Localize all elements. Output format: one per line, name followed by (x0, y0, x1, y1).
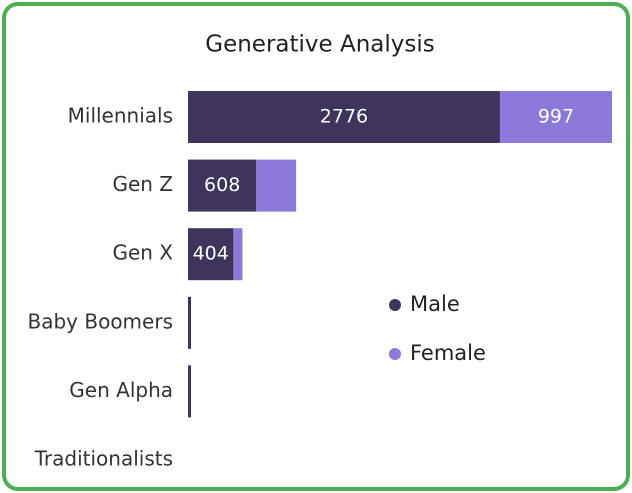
category-label: Gen Z (112, 172, 173, 196)
bar-segment (256, 159, 297, 212)
legend-label: Male (410, 292, 460, 316)
category-label: Baby Boomers (28, 309, 174, 333)
bar-segment (188, 159, 257, 212)
bar-segment (499, 91, 612, 143)
category-label: Gen X (112, 241, 173, 265)
bar-segment (233, 228, 243, 281)
bar-segment (188, 91, 500, 143)
data-label: 404 (193, 243, 229, 265)
legend-label: Female (410, 341, 486, 365)
bar-segment (188, 296, 191, 349)
legend-marker (389, 299, 401, 311)
legend-marker (389, 348, 401, 360)
data-label: 608 (204, 174, 240, 196)
bar-segment (188, 228, 234, 281)
data-label: 2776 (320, 106, 368, 128)
data-label: 997 (538, 106, 574, 128)
bar-segment (188, 365, 191, 418)
category-label: Traditionalists (34, 447, 173, 471)
chart-title: Generative Analysis (205, 32, 435, 58)
category-label: Gen Alpha (69, 378, 173, 402)
category-label: Millennials (68, 104, 173, 128)
